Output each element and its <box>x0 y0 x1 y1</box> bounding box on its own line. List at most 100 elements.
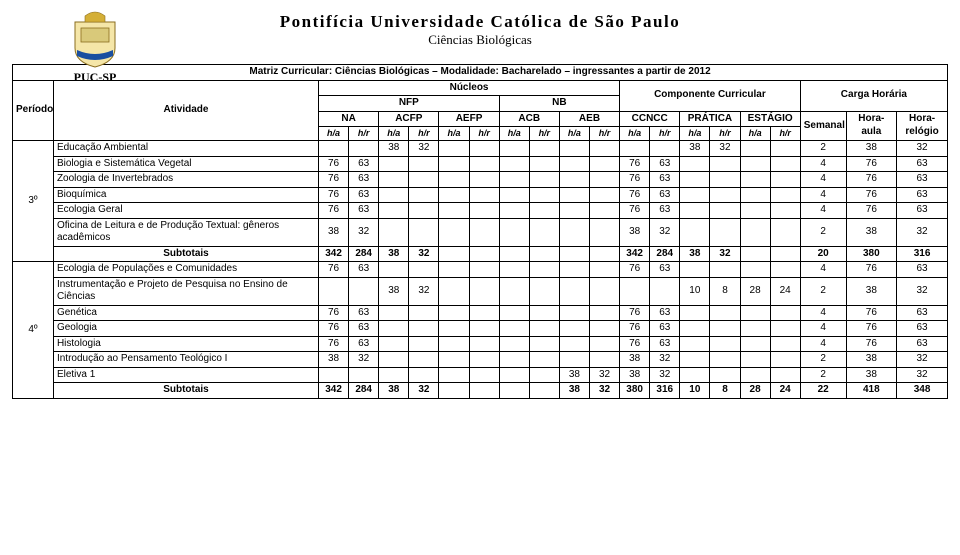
cell-na_ha: 76 <box>319 321 349 337</box>
cell-acb_ha <box>499 141 529 157</box>
cell-hoa: 38 <box>846 218 897 246</box>
activity-name: Introdução ao Pensamento Teológico I <box>53 352 318 368</box>
cell-aeb_ha <box>559 321 589 337</box>
cell-pr_hr <box>710 336 740 352</box>
cell-aefp_ha <box>439 156 469 172</box>
cell-sem: 4 <box>800 262 846 278</box>
cell-es_hr <box>770 305 800 321</box>
cell-aefp_ha <box>439 141 469 157</box>
cell-pr_hr <box>710 305 740 321</box>
cell-aeb_ha <box>559 218 589 246</box>
department-title: Ciências Biológicas <box>12 32 948 48</box>
cell-sem: 4 <box>800 172 846 188</box>
cell-pr_hr <box>710 218 740 246</box>
cell-aefp_hr <box>469 352 499 368</box>
col-acfp: ACFP <box>379 111 439 127</box>
cell-cc_ha: 76 <box>620 187 650 203</box>
university-title: Pontifícia Universidade Católica de São … <box>12 12 948 32</box>
cell-aeb_hr <box>589 336 619 352</box>
cell-na_ha: 38 <box>319 218 349 246</box>
cell-na_ha <box>319 277 349 305</box>
activity-name: Ecologia de Populações e Comunidades <box>53 262 318 278</box>
cell-es_ha <box>740 203 770 219</box>
cell-aeb_ha <box>559 156 589 172</box>
cell-acfp_hr <box>409 352 439 368</box>
cell-acfp_ha <box>379 156 409 172</box>
cell-hoa: 76 <box>846 262 897 278</box>
cell-hor: 32 <box>897 277 948 305</box>
cell-aeb_hr <box>589 305 619 321</box>
cell-sem: 22 <box>800 383 846 399</box>
cell-na_hr <box>349 141 379 157</box>
cell-aeb_ha <box>559 246 589 262</box>
hdr-ha: h/a <box>620 127 650 141</box>
cell-na_ha: 76 <box>319 262 349 278</box>
cell-cc_hr: 63 <box>650 187 680 203</box>
cell-aefp_ha <box>439 336 469 352</box>
cell-es_ha <box>740 246 770 262</box>
table-row: Geologia7663766347663 <box>13 321 948 337</box>
cell-acfp_hr <box>409 172 439 188</box>
cell-aefp_hr <box>469 321 499 337</box>
cell-sem: 2 <box>800 218 846 246</box>
cell-hoa: 418 <box>846 383 897 399</box>
cell-pr_ha <box>680 203 710 219</box>
cell-es_hr <box>770 367 800 383</box>
cell-na_ha: 342 <box>319 246 349 262</box>
cell-hoa: 76 <box>846 172 897 188</box>
subtotal-label: Subtotais <box>53 383 318 399</box>
cell-aeb_hr <box>589 156 619 172</box>
cell-es_ha <box>740 156 770 172</box>
activity-name: Geologia <box>53 321 318 337</box>
cell-acfp_ha: 38 <box>379 277 409 305</box>
cell-aefp_ha <box>439 187 469 203</box>
cell-sem: 20 <box>800 246 846 262</box>
cell-cc_ha: 76 <box>620 321 650 337</box>
cell-hoa: 38 <box>846 141 897 157</box>
cell-pr_ha <box>680 156 710 172</box>
cell-aeb_hr <box>589 218 619 246</box>
cell-acb_ha <box>499 336 529 352</box>
cell-pr_ha: 38 <box>680 246 710 262</box>
cell-aefp_hr <box>469 246 499 262</box>
cell-acfp_ha <box>379 305 409 321</box>
cell-acfp_hr <box>409 262 439 278</box>
activity-name: Genética <box>53 305 318 321</box>
hdr-hr: h/r <box>770 127 800 141</box>
cell-acfp_hr <box>409 156 439 172</box>
cell-es_hr <box>770 141 800 157</box>
cell-acb_hr <box>529 156 559 172</box>
cell-acfp_hr <box>409 203 439 219</box>
cell-na_ha: 38 <box>319 352 349 368</box>
cell-acfp_hr <box>409 367 439 383</box>
cell-es_ha: 28 <box>740 383 770 399</box>
activity-name: Bioquímica <box>53 187 318 203</box>
cell-aefp_hr <box>469 383 499 399</box>
cell-pr_hr <box>710 367 740 383</box>
cell-na_hr: 32 <box>349 352 379 368</box>
cell-aefp_ha <box>439 203 469 219</box>
cell-pr_ha <box>680 172 710 188</box>
hdr-hr: h/r <box>589 127 619 141</box>
cell-na_ha: 76 <box>319 336 349 352</box>
cell-acfp_ha: 38 <box>379 141 409 157</box>
table-row: Ecologia Geral7663766347663 <box>13 203 948 219</box>
cell-cc_hr: 32 <box>650 352 680 368</box>
cell-na_ha: 76 <box>319 172 349 188</box>
cell-acfp_ha: 38 <box>379 246 409 262</box>
cell-acb_hr <box>529 367 559 383</box>
table-row: Instrumentação e Projeto de Pesquisa no … <box>13 277 948 305</box>
cell-acfp_ha <box>379 321 409 337</box>
cell-es_ha <box>740 352 770 368</box>
cell-na_hr: 63 <box>349 305 379 321</box>
cell-sem: 4 <box>800 321 846 337</box>
cell-hoa: 380 <box>846 246 897 262</box>
cell-aeb_ha <box>559 336 589 352</box>
cell-pr_ha <box>680 305 710 321</box>
cell-aeb_ha <box>559 262 589 278</box>
cell-cc_ha: 38 <box>620 367 650 383</box>
table-row: Biologia e Sistemática Vegetal7663766347… <box>13 156 948 172</box>
hdr-hr: h/r <box>529 127 559 141</box>
cell-hoa: 76 <box>846 156 897 172</box>
cell-aeb_hr <box>589 277 619 305</box>
